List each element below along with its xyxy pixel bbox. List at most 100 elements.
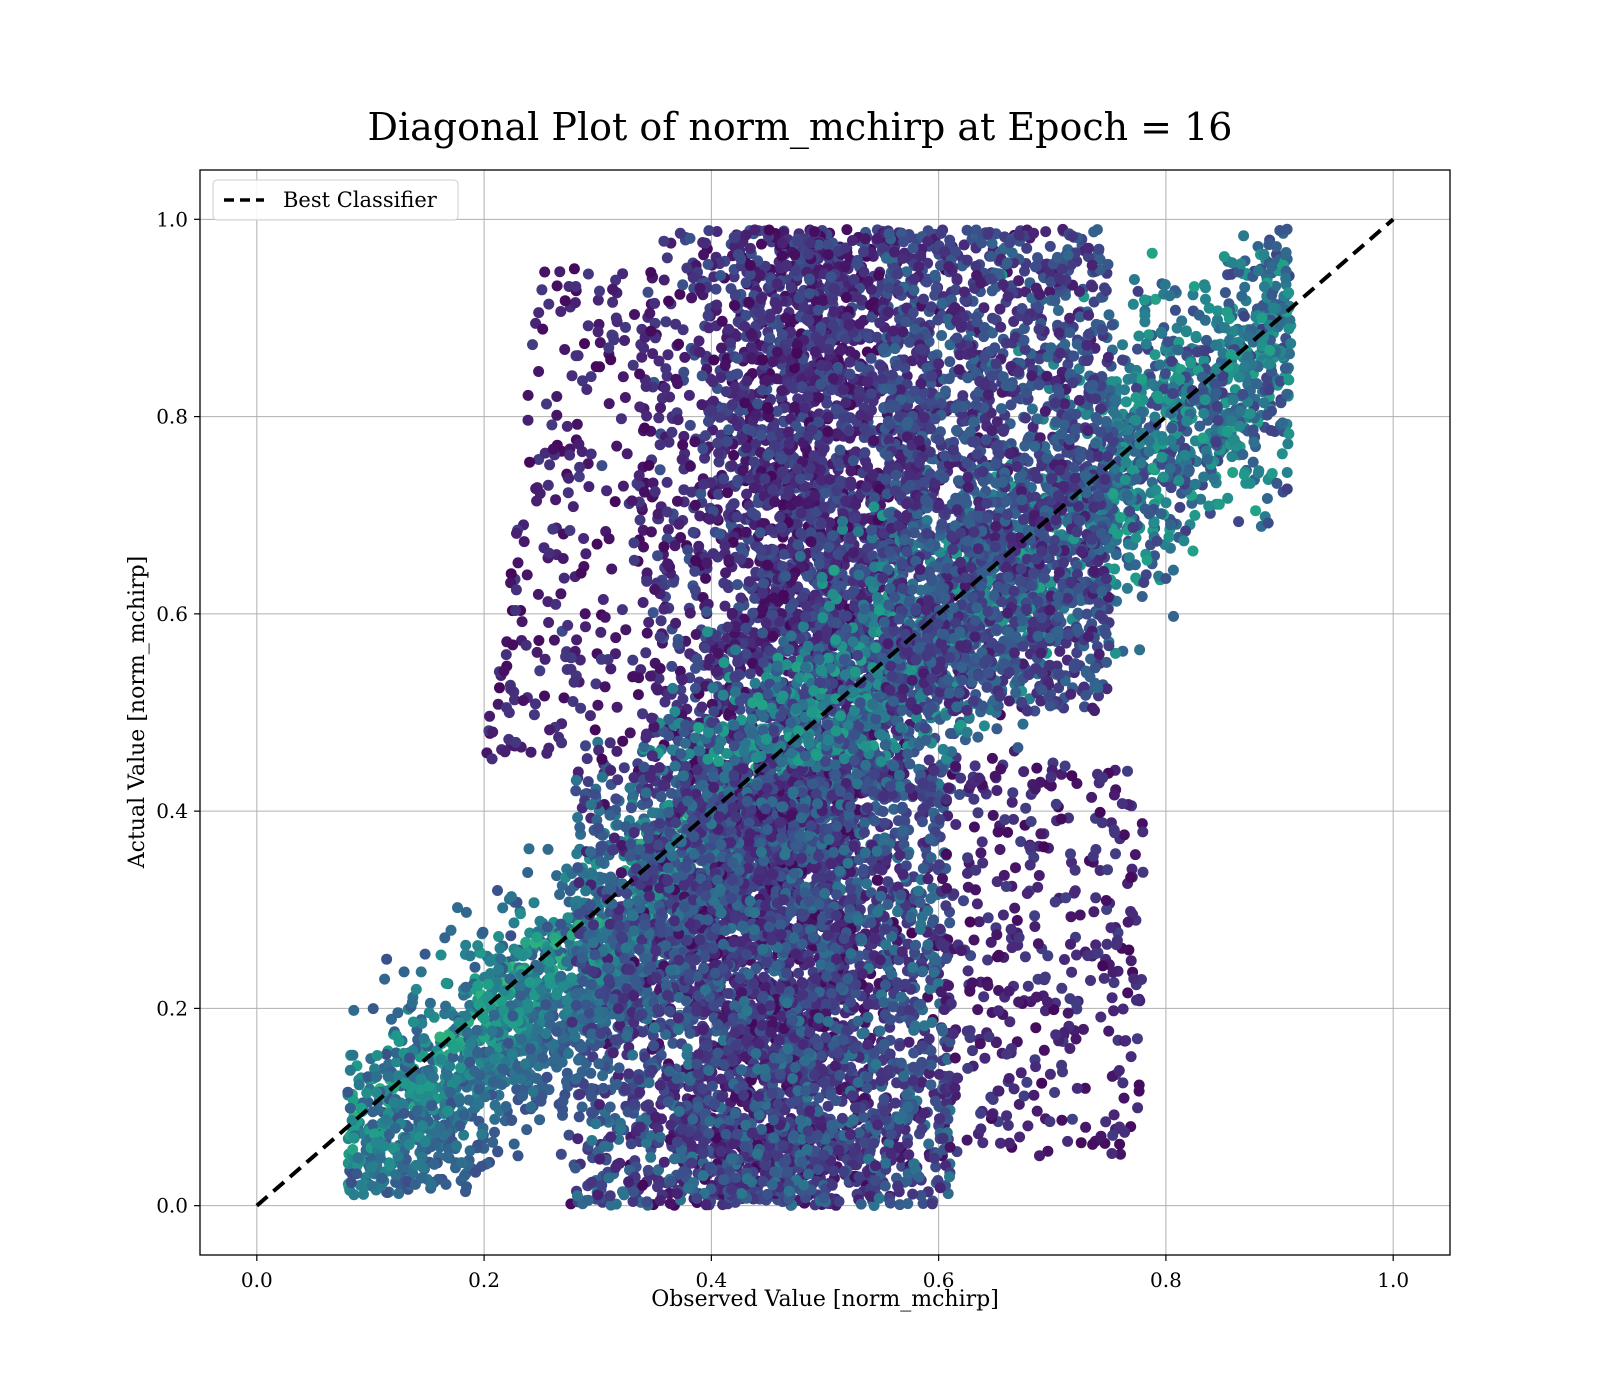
scatter-point	[543, 956, 555, 968]
scatter-point	[390, 1030, 402, 1041]
chart-title: Diagonal Plot of norm_mchirp at Epoch = …	[368, 105, 1233, 150]
scatter-point	[482, 979, 494, 990]
scatter-point	[488, 1053, 500, 1065]
scatter-point	[410, 983, 422, 995]
scatter-point	[561, 1067, 573, 1079]
scatter-point	[419, 1136, 431, 1148]
scatter-point	[452, 902, 463, 914]
scatter-point	[542, 921, 553, 933]
scatter-point	[398, 966, 410, 978]
scatter-point	[654, 464, 666, 476]
scatter-point	[428, 1158, 440, 1170]
scatter-point	[555, 918, 567, 930]
scatter-point	[830, 403, 842, 415]
scatter-point	[703, 225, 715, 237]
scatter-point	[540, 999, 552, 1011]
scatter-point	[523, 843, 535, 855]
scatter-point	[388, 1096, 400, 1108]
scatter-point	[374, 1152, 386, 1164]
scatter-point	[605, 663, 617, 675]
scatter-point	[661, 252, 673, 264]
scatter-point	[508, 917, 520, 929]
scatter-point	[562, 912, 574, 924]
scatter-point	[512, 947, 524, 959]
scatter-point	[596, 460, 608, 472]
scatter-point	[455, 1062, 467, 1074]
scatter-point	[419, 948, 431, 960]
scatter-point	[472, 980, 484, 992]
scatter-point	[392, 1007, 404, 1019]
scatter-point	[698, 249, 710, 261]
scatter-point	[527, 1086, 539, 1097]
scatter-point	[441, 1069, 453, 1081]
scatter-point	[662, 524, 674, 536]
scatter-point	[367, 1106, 379, 1118]
scatter-point	[398, 1107, 410, 1119]
scatter-point	[625, 802, 637, 814]
scatter-point	[484, 955, 496, 967]
scatter-point	[512, 1150, 524, 1162]
scatter-point	[492, 1146, 504, 1158]
scatter-point	[524, 976, 536, 988]
scatter-point	[661, 476, 673, 488]
scatter-point	[566, 1016, 578, 1028]
scatter-point	[380, 1114, 392, 1126]
scatter-point	[441, 1151, 453, 1163]
scatter-point	[379, 973, 391, 985]
scatter-point	[472, 940, 484, 952]
scatter-point	[461, 1181, 472, 1193]
scatter-point	[435, 1053, 447, 1065]
scatter-point	[407, 1016, 419, 1028]
scatter-point	[440, 977, 452, 989]
scatter-point	[489, 1113, 501, 1125]
scatter-point	[344, 1064, 356, 1076]
scatter-point	[520, 936, 532, 948]
scatter-point	[703, 416, 714, 427]
scatter-point	[381, 953, 393, 965]
scatter-point	[464, 1145, 476, 1157]
scatter-point	[442, 1105, 454, 1117]
scatter-point	[487, 1076, 499, 1088]
scatter-point	[424, 997, 436, 1009]
scatter-point	[521, 1124, 533, 1136]
scatter-point	[845, 465, 857, 477]
scatter-point	[562, 1048, 574, 1059]
scatter-point	[684, 419, 696, 431]
scatter-point	[627, 654, 639, 666]
scatter-point	[460, 981, 472, 993]
scatter-point	[470, 1166, 482, 1178]
scatter-point	[469, 961, 481, 973]
scatter-point	[497, 1063, 509, 1075]
scatter-point	[522, 867, 534, 878]
scatter-point	[411, 1105, 423, 1116]
scatter-point	[382, 1070, 394, 1082]
scatter-point	[485, 968, 496, 979]
scatter-point	[735, 592, 747, 604]
scatter-point	[347, 1049, 359, 1061]
scatter-point	[689, 584, 701, 596]
scatter-point	[531, 1073, 543, 1084]
scatter-point	[426, 1100, 438, 1112]
scatter-point	[515, 908, 526, 920]
scatter-point	[366, 1180, 378, 1192]
scatter-point	[506, 1114, 518, 1126]
scatter-point	[531, 931, 543, 943]
scatter-point	[536, 984, 548, 996]
scatter-point	[541, 1071, 553, 1083]
scatter-point	[454, 1120, 466, 1132]
scatter-point	[531, 1024, 543, 1036]
scatter-point	[456, 1157, 468, 1169]
scatter-point	[489, 1099, 501, 1111]
scatter-point	[535, 1095, 547, 1107]
scatter-point	[561, 956, 573, 967]
scatter-point	[427, 1071, 439, 1083]
scatter-point	[439, 932, 451, 944]
scatter-point	[458, 1109, 470, 1121]
scatter-point	[425, 1179, 437, 1190]
scatter-point	[550, 1052, 562, 1064]
scatter-point	[464, 950, 476, 962]
scatter-point	[537, 1052, 549, 1064]
scatter-point	[841, 224, 853, 236]
scatter-point	[515, 1073, 527, 1085]
